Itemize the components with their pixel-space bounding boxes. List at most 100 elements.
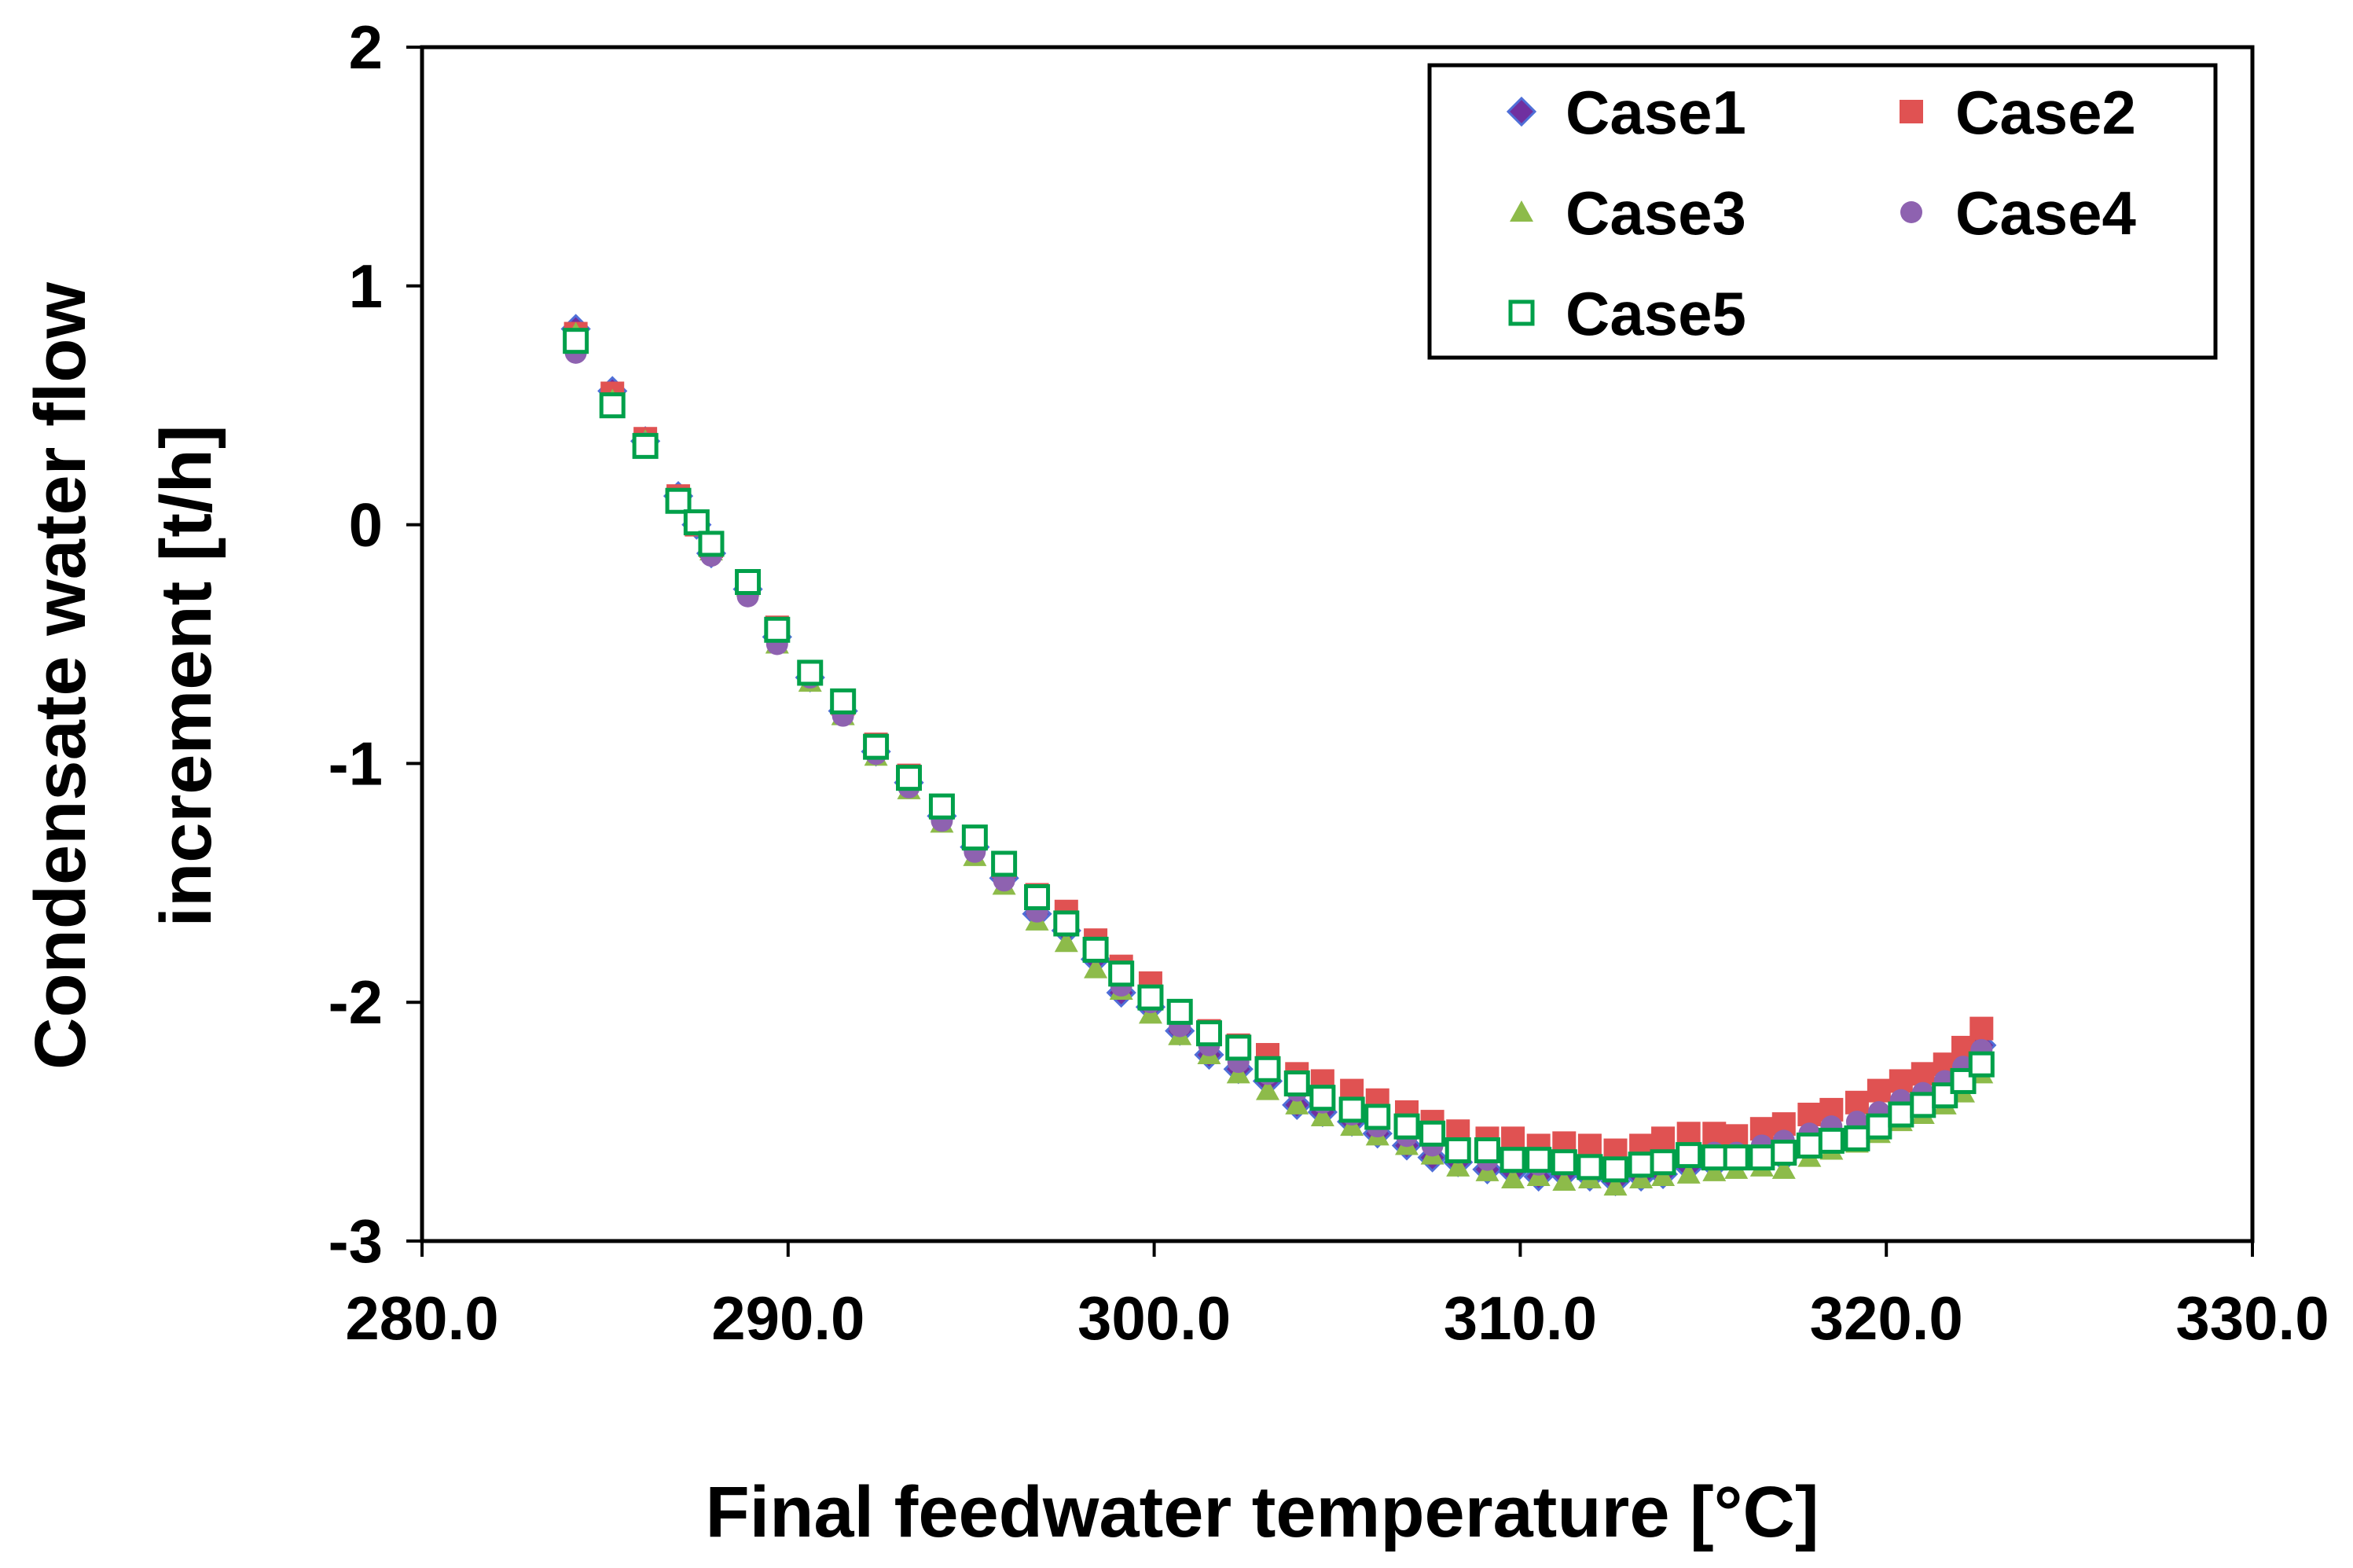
- case3-point: [1651, 1164, 1676, 1186]
- case3-point: [1446, 1155, 1470, 1177]
- x-tick-label: 310.0: [1444, 1283, 1597, 1353]
- x-tick-label: 300.0: [1077, 1283, 1231, 1353]
- y-tick-label: 0: [349, 490, 383, 560]
- legend-label-case1: Case1: [1566, 78, 1746, 147]
- case5-point: [1393, 1113, 1420, 1140]
- case3-point: [1285, 1092, 1309, 1114]
- x-tick-label: 320.0: [1810, 1283, 1963, 1353]
- case5-point: [1628, 1151, 1654, 1178]
- x-tick-label: 330.0: [2175, 1283, 2329, 1353]
- case5-point: [1602, 1156, 1629, 1183]
- legend-label-case3: Case3: [1566, 178, 1746, 248]
- case5-point: [1338, 1096, 1365, 1123]
- y-tick-label: -2: [329, 968, 383, 1037]
- case5-point: [1419, 1120, 1446, 1147]
- case2-point: [1911, 1062, 1935, 1086]
- x-axis-title: Final feedwater temperature [°C]: [705, 1472, 1819, 1552]
- case5-point: [1500, 1147, 1526, 1173]
- case3-point: [1084, 957, 1108, 979]
- case5-point: [1444, 1137, 1471, 1164]
- case5-point: [1108, 960, 1135, 987]
- case5-point: [1577, 1154, 1603, 1181]
- case3-point: [1676, 1162, 1701, 1184]
- case3-point: [1771, 1157, 1796, 1179]
- case5-point: [1910, 1092, 1936, 1118]
- case5-point: [1866, 1113, 1892, 1140]
- case5-point: [1364, 1103, 1391, 1130]
- legend-marker-case3: [1510, 200, 1533, 222]
- series-case5: [563, 328, 1995, 1183]
- legend-frame: [1427, 63, 2218, 360]
- case2-point: [1845, 1090, 1869, 1114]
- case2-point: [1676, 1122, 1701, 1146]
- case5-point: [830, 688, 857, 714]
- y-tick-label: 2: [349, 13, 383, 82]
- y-tick-label: 1: [349, 252, 383, 321]
- case5-point: [1166, 998, 1193, 1025]
- case5-point: [735, 569, 762, 596]
- case5-point: [1551, 1149, 1577, 1176]
- case3-point: [1552, 1170, 1577, 1192]
- case5-point: [599, 392, 626, 419]
- case5-point: [928, 793, 955, 820]
- case2-point: [1501, 1126, 1525, 1151]
- case5-point: [698, 531, 725, 557]
- case5-point: [1053, 910, 1080, 937]
- case5-point: [764, 616, 791, 643]
- case5-point: [1818, 1127, 1845, 1154]
- y-axis-title-line-2: increment [t/h]: [146, 425, 226, 927]
- x-tick-label: 290.0: [711, 1283, 864, 1353]
- case5-point: [1676, 1142, 1702, 1169]
- data-points: [560, 314, 1997, 1197]
- case5-point: [1749, 1144, 1775, 1171]
- case5-point: [632, 432, 659, 459]
- axes: 280.0 290.0 300.0 310.0 320.0 330.0 -3 -2 -1 0 1 2: [329, 13, 2329, 1353]
- legend: Case1 Case2 Case3 Case4 Case5: [1427, 63, 2218, 360]
- case5-point: [1024, 884, 1051, 911]
- legend-label-case2: Case2: [1955, 78, 2136, 147]
- case5-point: [1525, 1147, 1552, 1173]
- case5-point: [1225, 1034, 1252, 1061]
- case2-point: [1651, 1126, 1676, 1151]
- case3-point: [1603, 1174, 1628, 1196]
- case5-point: [1844, 1125, 1870, 1151]
- y-tick-label: -3: [329, 1206, 383, 1276]
- series-case2: [563, 321, 1994, 1162]
- case5-point: [1771, 1140, 1797, 1166]
- case5-point: [991, 850, 1018, 877]
- legend-marker-case1: [1506, 96, 1537, 127]
- legend-marker-case5: [1508, 299, 1535, 326]
- case3-point: [1255, 1078, 1279, 1100]
- x-tick-label: 280.0: [345, 1283, 498, 1353]
- case5-point: [1474, 1137, 1500, 1164]
- case5-point: [1650, 1149, 1676, 1176]
- y-tick-label: -1: [329, 729, 383, 798]
- case5-point: [896, 765, 923, 791]
- case5-point: [683, 509, 710, 536]
- case3-point: [1501, 1167, 1525, 1189]
- case5-point: [1082, 936, 1109, 963]
- case5-point: [1309, 1085, 1336, 1111]
- y-axis-title-line-1: Condensate water flow: [20, 282, 101, 1070]
- plot-area-frame: [420, 45, 2255, 1243]
- case5-point: [563, 328, 589, 354]
- legend-label-case5: Case5: [1566, 279, 1746, 348]
- case3-point: [1054, 931, 1078, 953]
- case5-point: [1254, 1056, 1281, 1082]
- legend-marker-case4: [1900, 201, 1922, 223]
- legend-marker-case2: [1900, 100, 1923, 123]
- case5-point: [665, 487, 692, 514]
- case5-point: [1888, 1101, 1914, 1128]
- case5-point: [1701, 1144, 1727, 1171]
- case5-point: [1195, 1020, 1222, 1047]
- case5-point: [1723, 1144, 1749, 1171]
- case3-point: [1702, 1159, 1727, 1181]
- case3-point: [1310, 1105, 1334, 1127]
- case2-point: [1867, 1078, 1891, 1103]
- case5-point: [1796, 1132, 1823, 1159]
- case5-point: [1968, 1051, 1995, 1078]
- case2-point: [1969, 1016, 1994, 1041]
- case2-point: [1577, 1133, 1602, 1158]
- case2-point: [1702, 1122, 1727, 1146]
